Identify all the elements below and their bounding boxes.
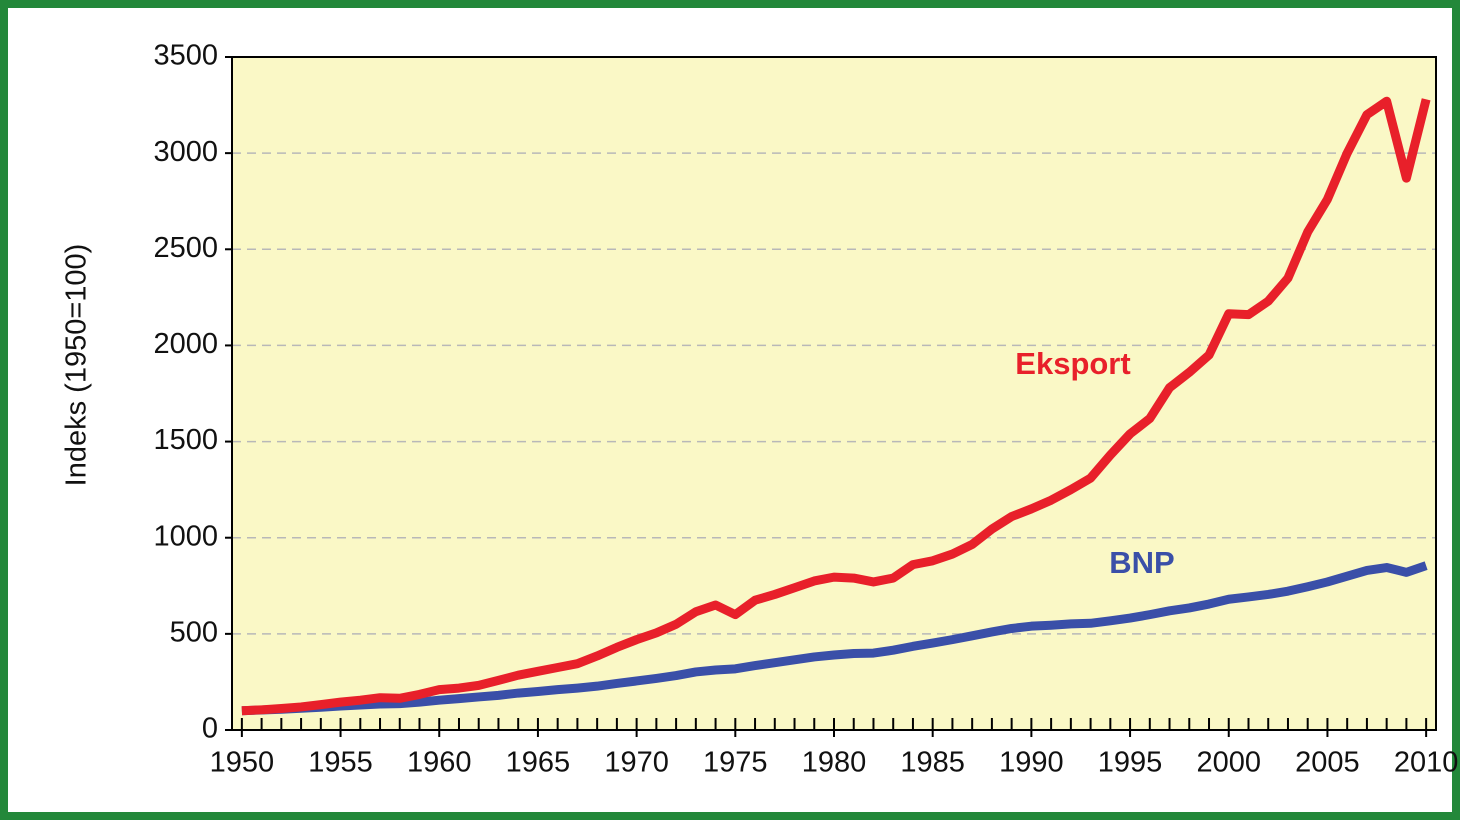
x-tick-label: 1955 (308, 747, 373, 779)
x-tick-label: 1980 (802, 747, 867, 779)
series-line (241, 561, 1428, 716)
x-tick-label: 2000 (1196, 747, 1261, 779)
x-tick-label: 1985 (900, 747, 965, 779)
x-tick-label: 1965 (506, 747, 571, 779)
y-tick-label: 500 (170, 617, 218, 649)
series-line (241, 96, 1431, 716)
x-tick-label: 1960 (407, 747, 472, 779)
plot-area (232, 57, 1436, 730)
y-tick-label: 2000 (153, 328, 218, 360)
x-tick-label: 1995 (1098, 747, 1163, 779)
x-tick-label: 1950 (210, 747, 275, 779)
y-axis-label: Indeks (1950=100) (61, 244, 93, 487)
series-label: BNP (1109, 545, 1174, 580)
x-tick-label: 1990 (999, 747, 1064, 779)
y-tick-label: 3000 (153, 136, 218, 168)
plot-border (231, 56, 1437, 731)
y-tick-label: 0 (202, 713, 218, 745)
x-tick-label: 2005 (1295, 747, 1360, 779)
x-tick-label: 2010 (1394, 747, 1459, 779)
y-tick-label: 1000 (153, 520, 218, 552)
y-tick-label: 3500 (153, 40, 218, 72)
y-tick-label: 2500 (153, 232, 218, 264)
y-tick-label: 1500 (153, 424, 218, 456)
series-label: Eksport (1015, 346, 1130, 381)
x-tick-label: 1970 (604, 747, 669, 779)
x-tick-label: 1975 (703, 747, 768, 779)
